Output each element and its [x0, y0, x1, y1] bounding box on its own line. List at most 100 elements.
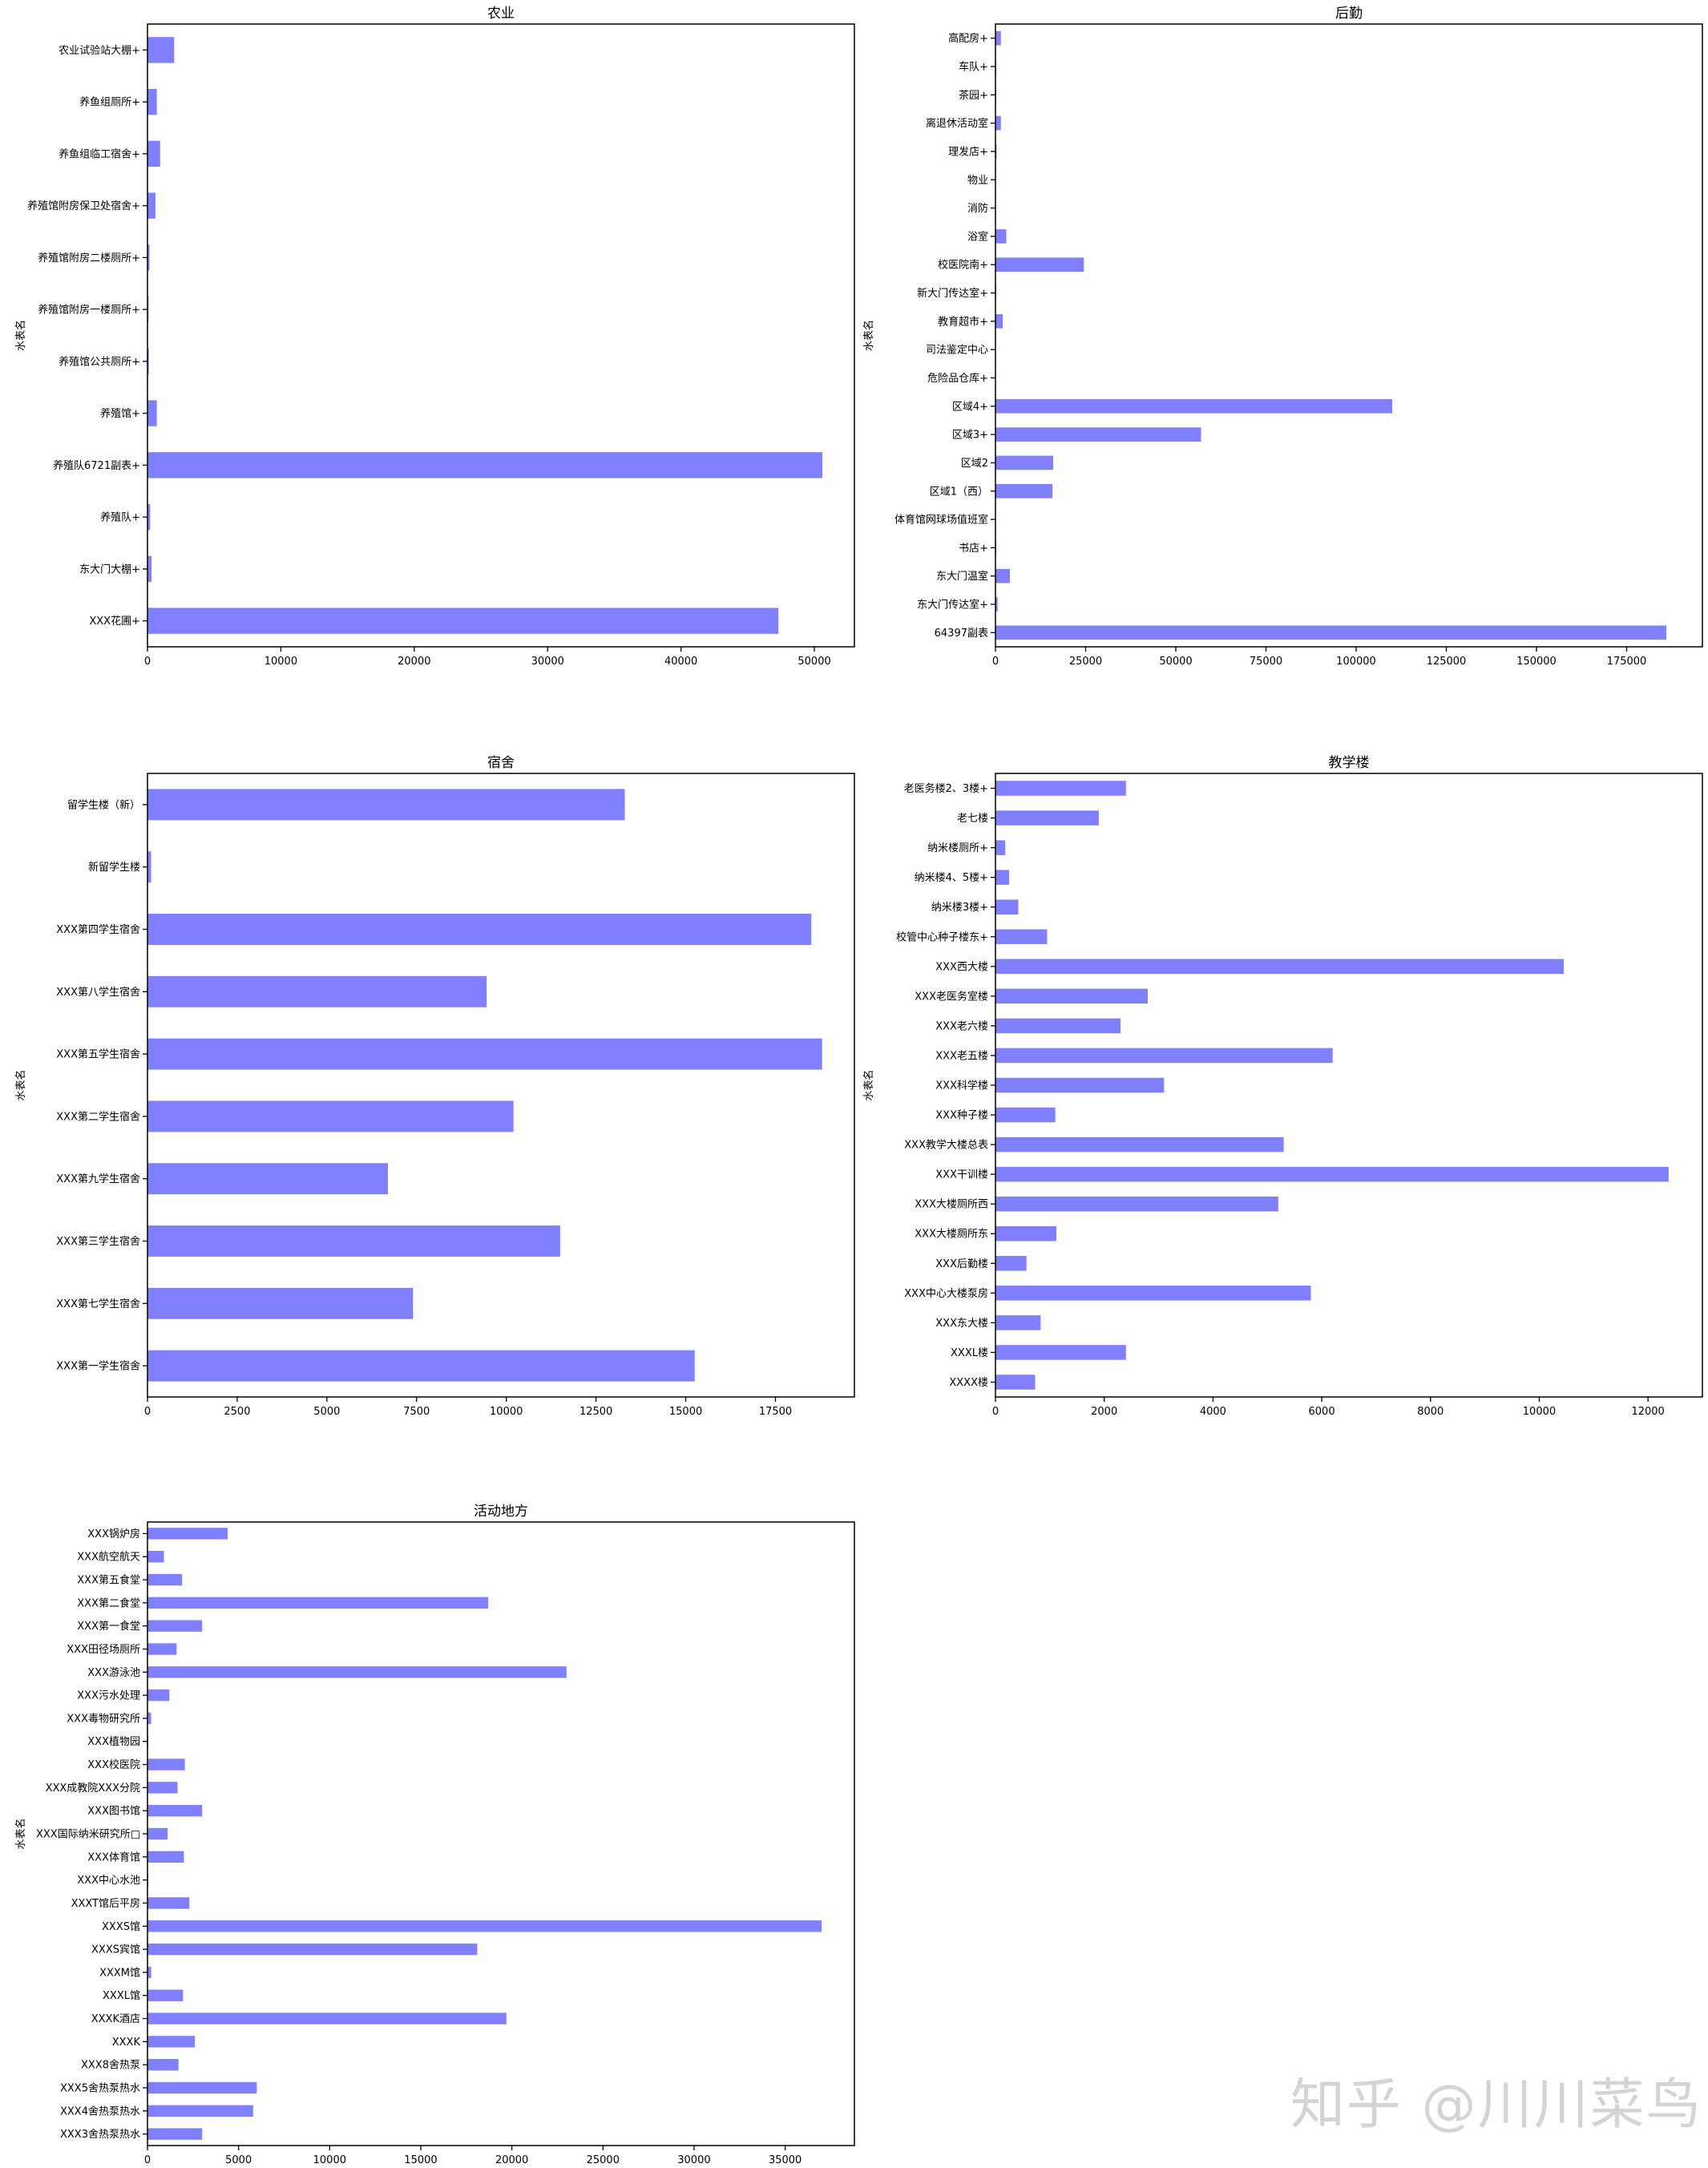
- bar: [147, 851, 151, 883]
- bar: [147, 1100, 514, 1132]
- y-tick-label: XXX国际纳米研究所□: [36, 1829, 140, 1841]
- y-tick-label: XXX教学大楼总表: [904, 1139, 988, 1152]
- y-tick-label: XXX科学楼: [935, 1080, 988, 1092]
- y-tick-label: 浴室: [967, 230, 988, 243]
- y-tick-label: 理发店+: [948, 145, 988, 158]
- y-tick-label: XXX西大楼: [935, 961, 988, 973]
- bar: [995, 1166, 1669, 1182]
- y-tick-label: XXX第一学生宿舍: [56, 1360, 140, 1373]
- x-tick-label: 12000: [1631, 1406, 1664, 1418]
- bar: [147, 1989, 184, 2001]
- y-tick-label: 养鱼组临工宿舍+: [59, 147, 140, 160]
- y-tick-label: XXX锅炉房: [87, 1528, 140, 1540]
- bar: [147, 1758, 185, 1770]
- y-axis-label: 水表名: [14, 1818, 27, 1849]
- bar: [995, 959, 1564, 975]
- x-tick-label: 40000: [664, 656, 697, 668]
- y-tick-label: 养殖馆附房一楼厕所+: [38, 304, 140, 317]
- bar: [147, 1851, 184, 1863]
- y-tick-label: 校管中心种子楼东+: [896, 931, 988, 943]
- bar: [147, 452, 823, 478]
- bar: [995, 625, 1666, 640]
- bar: [995, 899, 1019, 914]
- y-tick-label: 64397副表: [935, 628, 988, 640]
- y-tick-label: 纳米楼3楼+: [931, 902, 988, 914]
- y-tick-label: 养殖馆附房保卫处宿舍+: [27, 200, 140, 212]
- bar: [995, 1375, 1036, 1390]
- y-tick-label: XXX成教院XXX分院: [46, 1782, 140, 1795]
- y-tick-label: XXX图书馆: [87, 1806, 140, 1818]
- bar: [147, 2058, 179, 2071]
- y-tick-label: XXX干训楼: [935, 1169, 988, 1181]
- bar: [147, 1350, 695, 1382]
- y-tick-label: XXXS宾馆: [91, 1944, 140, 1956]
- y-tick-label: 司法鉴定中心: [926, 345, 988, 357]
- y-tick-label: XXX第二学生宿舍: [56, 1110, 140, 1123]
- y-tick-label: 区域2: [961, 458, 988, 470]
- bar: [995, 314, 1003, 329]
- y-tick-label: XXXK: [112, 2037, 141, 2049]
- y-tick-label: 东大门温室: [936, 570, 988, 583]
- y-tick-label: XXX中心水池: [77, 1875, 140, 1887]
- y-tick-label: 校医院南+: [938, 259, 988, 272]
- bar: [147, 1689, 170, 1702]
- x-tick-label: 75000: [1250, 656, 1282, 668]
- y-tick-label: XXX校医院: [87, 1758, 140, 1771]
- bar: [995, 929, 1048, 945]
- bar: [147, 555, 151, 583]
- y-tick-label: XXX毒物研究所: [67, 1713, 140, 1725]
- bar: [995, 568, 1010, 583]
- x-tick-label: 125000: [1427, 656, 1467, 668]
- y-tick-label: XXX游泳池: [87, 1667, 140, 1679]
- y-tick-label: XXX8舍热泵: [81, 2060, 140, 2072]
- y-tick-label: XXX老医务室楼: [915, 990, 988, 1003]
- bar: [147, 1666, 567, 1678]
- bar: [147, 1712, 151, 1725]
- y-tick-label: 养殖队+: [100, 511, 140, 524]
- y-tick-label: 老医务楼2、3楼+: [904, 782, 988, 795]
- y-tick-label: XXXS馆: [102, 1921, 140, 1933]
- y-tick-label: XXXT馆后平房: [71, 1897, 140, 1910]
- bar: [995, 1018, 1121, 1034]
- y-tick-label: 车队+: [959, 60, 988, 73]
- bar: [147, 2128, 203, 2140]
- y-tick-label: XXX3舍热泵热水: [60, 2129, 140, 2141]
- bar: [995, 1136, 1284, 1153]
- bar: [147, 140, 160, 168]
- bar: [147, 1620, 203, 1632]
- x-tick-label: 20000: [398, 656, 430, 668]
- x-tick-label: 20000: [495, 2154, 528, 2166]
- x-tick-label: 50000: [1159, 656, 1192, 668]
- y-tick-label: 养殖馆公共厕所+: [59, 355, 140, 368]
- bar: [147, 1897, 190, 1909]
- plot-frame: [147, 23, 855, 648]
- y-tick-label: 纳米楼厕所+: [927, 842, 988, 854]
- x-tick-label: 25000: [587, 2154, 620, 2166]
- x-tick-label: 7500: [403, 1406, 430, 1418]
- y-tick-label: 消防: [967, 202, 988, 215]
- x-tick-label: 10000: [490, 1406, 523, 1418]
- y-axis-label: 水表名: [14, 320, 27, 351]
- y-tick-label: XXX5舍热泵热水: [60, 2082, 140, 2094]
- y-tick-label: 东大门传达室+: [917, 599, 988, 612]
- y-tick-label: XXX大楼厕所东: [915, 1229, 988, 1241]
- watermark: 知乎 @川川菜鸟: [1290, 2073, 1702, 2137]
- y-tick-label: 离退休活动室: [926, 117, 988, 130]
- y-axis-label: 水表名: [862, 1069, 875, 1100]
- x-tick-label: 12500: [579, 1406, 612, 1418]
- y-tick-label: 危险品仓库+: [927, 372, 988, 385]
- x-tick-label: 0: [144, 1406, 151, 1418]
- x-tick-label: 10000: [1523, 1406, 1556, 1418]
- y-tick-label: XXX第一食堂: [77, 1620, 140, 1633]
- bar: [995, 229, 1007, 244]
- x-tick-label: 150000: [1516, 656, 1557, 668]
- y-tick-label: XXX第九学生宿舍: [56, 1173, 140, 1185]
- bar: [147, 1966, 151, 1979]
- x-tick-label: 10000: [313, 2154, 346, 2166]
- y-tick-label: XXX老六楼: [935, 1020, 988, 1032]
- bar: [995, 257, 1084, 273]
